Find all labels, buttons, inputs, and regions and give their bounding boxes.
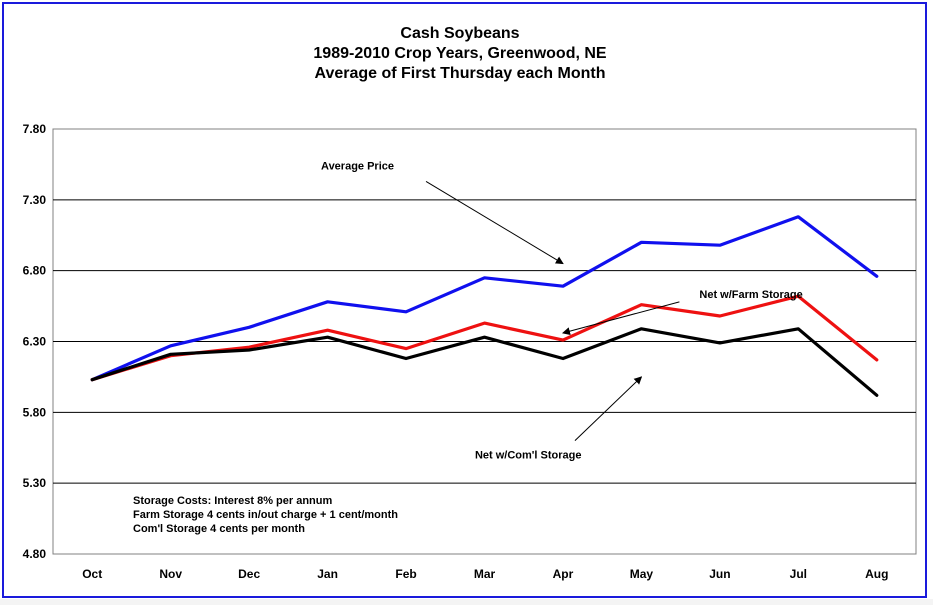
annotations: Average Price Net w/Farm Storage Net w/Com… [321,160,803,461]
chart-title-line-3: Average of First Thursday each Month [314,65,605,82]
gridlines [53,199,916,484]
x-tick-label: Oct [82,567,102,581]
x-tick-label: Jun [709,567,730,581]
storage-note-3: Com'l Storage 4 cents per month [133,523,305,535]
y-tick-label: 5.80 [23,405,47,419]
series-lines [90,215,879,397]
storage-note-2: Farm Storage 4 cents in/out charge + 1 c… [133,509,398,521]
x-tick-label: Dec [238,567,260,581]
y-tick-label: 4.80 [23,547,47,561]
chart-title: Cash Soybeans 1989-2010 Crop Years, Gree… [313,25,607,82]
x-axis-ticks: Oct Nov Dec Jan Feb Mar Apr May Jun Jul Aug [82,567,888,581]
x-tick-label: Jan [317,567,338,581]
annotation-arrow-1 [561,301,680,336]
y-tick-label: 6.30 [23,335,47,349]
annotation-arrow-2 [574,376,643,442]
x-tick-label: Apr [553,567,574,581]
x-tick-label: Jul [790,567,807,581]
x-tick-label: Nov [159,567,182,581]
y-tick-label: 7.30 [23,193,47,207]
x-tick-label: May [630,567,654,581]
x-tick-label: Mar [474,567,496,581]
y-tick-label: 5.30 [23,476,47,490]
annotation-label-2: Net w/Com'l Storage [475,450,582,462]
x-tick-label: Aug [865,567,888,581]
annotation-arrow-0 [425,180,564,265]
chart-title-line-1: Cash Soybeans [400,25,519,42]
series-line-2 [90,327,879,397]
bottom-strip [0,599,933,605]
series-line-0 [90,215,879,382]
y-tick-label: 6.80 [23,264,47,278]
y-tick-label: 7.80 [23,122,47,136]
storage-note-1: Storage Costs: Interest 8% per annum [133,495,332,507]
annotation-label-0: Average Price [321,160,394,172]
storage-notes: Storage Costs: Interest 8% per annum Far… [133,495,398,535]
x-tick-label: Feb [395,567,416,581]
chart-title-line-2: 1989-2010 Crop Years, Greenwood, NE [313,45,607,62]
annotation-label-1: Net w/Farm Storage [699,289,802,301]
chart-frame: Cash Soybeans 1989-2010 Crop Years, Gree… [2,2,927,598]
line-chart: Cash Soybeans 1989-2010 Crop Years, Gree… [23,25,917,581]
y-axis-ticks: 4.80 5.30 5.80 6.30 6.80 7.30 7.80 [23,122,47,561]
